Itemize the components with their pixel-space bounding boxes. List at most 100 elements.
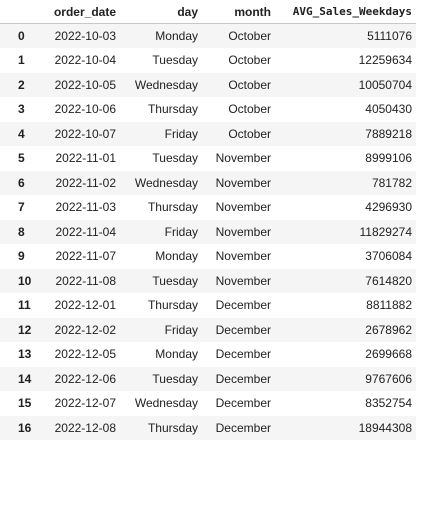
cell-day: Thursday [147, 298, 198, 313]
cell-avg-sales-weekdays: 10050704 [358, 77, 412, 92]
cell-order-date: 2022-11-07 [55, 249, 117, 264]
cell-day: Friday [164, 322, 198, 337]
table-row: 4 2022-10-07 Friday October 7889218 [0, 121, 416, 146]
row-index: 5 [18, 151, 25, 166]
cell-day: Tuesday [152, 273, 198, 288]
cell-month: November [215, 249, 271, 264]
cell-order-date: 2022-10-07 [54, 126, 116, 141]
row-index: 7 [18, 200, 25, 215]
header-row: order_date day month AVG_Sales_Weekdays [0, 0, 416, 24]
row-index: 6 [18, 175, 25, 190]
cell-month: October [228, 29, 271, 43]
cell-order-date: 2022-11-04 [55, 224, 117, 239]
cell-avg-sales-weekdays: 2699668 [365, 347, 412, 362]
cell-month: December [215, 371, 271, 386]
cell-day: Wednesday [134, 175, 198, 190]
table-body: 0 2022-10-03 Monday October 5111076 1 2022-10-… [0, 23, 416, 440]
table-row: 1 2022-10-04 Tuesday October 12259634 [0, 48, 416, 73]
cell-day: Thursday [147, 200, 198, 215]
cell-month: October [228, 102, 271, 117]
cell-month: October [228, 77, 271, 92]
cell-month: December [215, 420, 271, 435]
cell-avg-sales-weekdays: 4296930 [365, 200, 412, 215]
cell-day: Monday [155, 249, 198, 264]
dataframe-table: order_date day month AVG_Sales_Weekdays … [0, 0, 416, 440]
table-row: 14 2022-12-06 Tuesday December 9767606 [0, 366, 416, 391]
cell-order-date: 2022-12-06 [54, 371, 116, 386]
cell-avg-sales-weekdays: 3706084 [365, 249, 412, 264]
table-row: 0 2022-10-03 Monday October 5111076 [0, 23, 416, 48]
cell-order-date: 2022-11-03 [55, 200, 117, 215]
row-index: 12 [18, 322, 32, 337]
table-row: 5 2022-11-01 Tuesday November 8999106 [0, 146, 416, 171]
row-index: 9 [18, 249, 25, 264]
table-row: 15 2022-12-07 Wednesday December 8352754 [0, 391, 416, 416]
cell-avg-sales-weekdays: 5111076 [367, 29, 412, 43]
table-row: 6 2022-11-02 Wednesday November 781782 [0, 170, 416, 195]
cell-day: Tuesday [152, 371, 198, 386]
cell-day: Monday [155, 347, 198, 362]
row-index: 8 [18, 224, 25, 239]
column-header-index [0, 0, 38, 24]
cell-month: November [215, 224, 271, 239]
cell-avg-sales-weekdays: 18944308 [358, 420, 412, 435]
cell-day: Wednesday [134, 77, 198, 92]
row-index: 3 [18, 102, 25, 117]
cell-month: December [215, 298, 271, 313]
table-row: 11 2022-12-01 Thursday December 8811882 [0, 293, 416, 318]
row-index: 15 [18, 396, 32, 411]
cell-day: Tuesday [152, 151, 198, 166]
cell-order-date: 2022-12-01 [54, 298, 116, 313]
cell-month: November [215, 200, 271, 215]
cell-month: December [215, 396, 271, 411]
row-index: 14 [18, 371, 32, 386]
cell-avg-sales-weekdays: 11829274 [359, 224, 413, 239]
cell-avg-sales-weekdays: 8999106 [365, 151, 412, 166]
cell-avg-sales-weekdays: 12259634 [358, 53, 412, 68]
cell-avg-sales-weekdays: 4050430 [365, 102, 412, 117]
cell-avg-sales-weekdays: 7889218 [365, 126, 412, 141]
table-row: 13 2022-12-05 Monday December 2699668 [0, 342, 416, 367]
cell-order-date: 2022-11-08 [55, 273, 117, 288]
row-index: 4 [18, 126, 25, 141]
cell-day: Friday [164, 126, 198, 141]
cell-order-date: 2022-10-03 [54, 29, 116, 43]
cell-month: November [215, 175, 271, 190]
row-index: 13 [18, 347, 32, 362]
cell-month: October [228, 126, 271, 141]
cell-order-date: 2022-12-05 [54, 347, 116, 362]
row-index: 0 [18, 29, 25, 43]
cell-day: Thursday [147, 420, 198, 435]
table-row: 7 2022-11-03 Thursday November 4296930 [0, 195, 416, 220]
cell-day: Tuesday [152, 53, 198, 68]
cell-order-date: 2022-12-07 [54, 396, 116, 411]
cell-order-date: 2022-11-02 [55, 175, 117, 190]
cell-order-date: 2022-12-08 [54, 420, 116, 435]
cell-month: December [215, 322, 271, 337]
cell-month: December [215, 347, 271, 362]
row-index: 16 [18, 420, 32, 435]
table-header: order_date day month AVG_Sales_Weekdays [0, 0, 416, 24]
row-index: 1 [18, 53, 25, 68]
table-row: 8 2022-11-04 Friday November 11829274 [0, 219, 416, 244]
cell-avg-sales-weekdays: 8352754 [365, 396, 412, 411]
column-header-avg-sales-weekdays: AVG_Sales_Weekdays [275, 0, 416, 24]
table-row: 2 2022-10-05 Wednesday October 10050704 [0, 72, 416, 97]
cell-avg-sales-weekdays: 7614820 [365, 273, 412, 288]
table-row: 3 2022-10-06 Thursday October 4050430 [0, 97, 416, 122]
cell-order-date: 2022-12-02 [54, 322, 116, 337]
cell-order-date: 2022-10-06 [54, 102, 116, 117]
row-index: 2 [18, 77, 25, 92]
table-row: 16 2022-12-08 Thursday December 18944308 [0, 415, 416, 440]
table-row: 9 2022-11-07 Monday November 3706084 [0, 244, 416, 269]
column-header-day: day [120, 0, 202, 24]
row-index: 10 [18, 273, 32, 288]
column-header-order-date: order_date [38, 0, 120, 24]
row-index: 11 [18, 298, 31, 313]
cell-avg-sales-weekdays: 8811882 [366, 298, 412, 313]
table-row: 12 2022-12-02 Friday December 2678962 [0, 317, 416, 342]
cell-month: November [215, 273, 271, 288]
cell-day: Wednesday [134, 396, 198, 411]
cell-day: Monday [155, 29, 198, 43]
